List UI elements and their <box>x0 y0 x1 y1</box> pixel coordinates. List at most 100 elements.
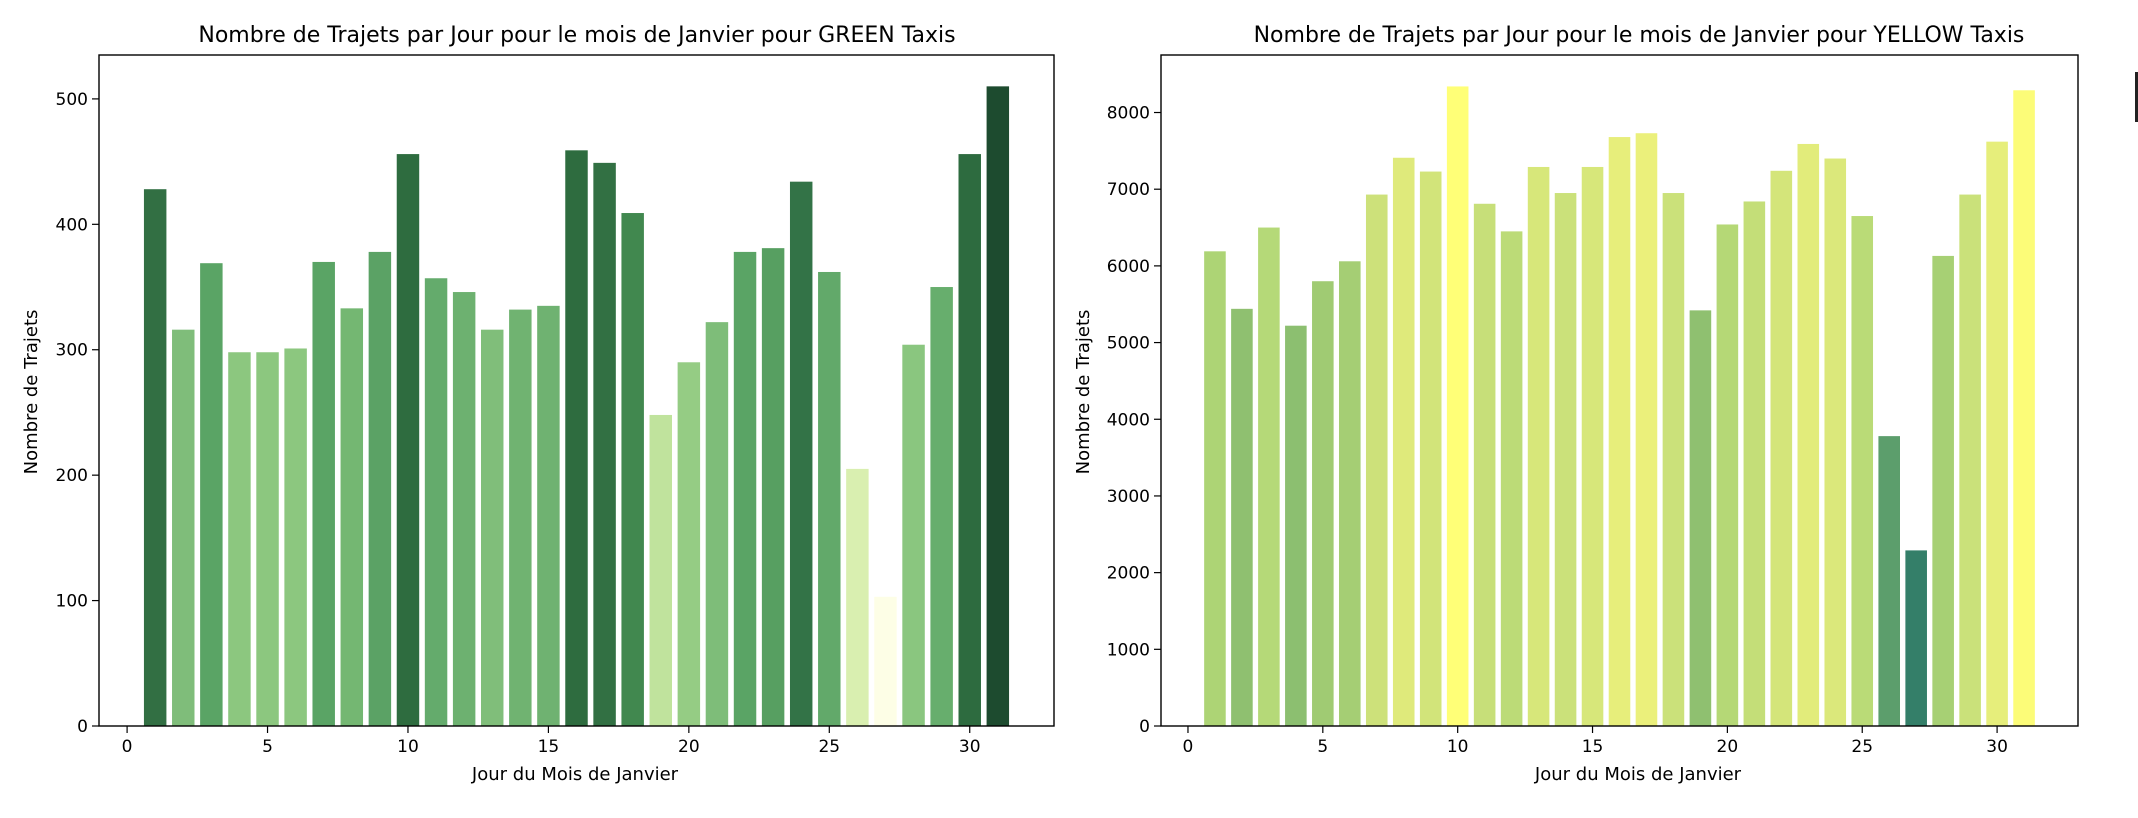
bar <box>1527 166 1550 727</box>
x-tick-label: 5 <box>262 737 273 757</box>
bar <box>1339 261 1361 726</box>
bar <box>424 278 448 726</box>
y-ticks: 0 100 200 300 400 500 <box>56 90 99 737</box>
y-tick-label: 0 <box>77 717 88 737</box>
bar <box>228 352 251 726</box>
bar <box>481 329 504 726</box>
bar <box>1581 166 1604 727</box>
bar-group <box>1204 86 2035 727</box>
bar <box>1878 436 1900 726</box>
bar <box>1231 308 1253 726</box>
y-tick-label: 1000 <box>1107 640 1150 660</box>
bar <box>1824 158 1847 727</box>
bar <box>1392 157 1415 726</box>
bar <box>1932 255 1954 726</box>
bar <box>340 308 364 726</box>
x-tick-label: 20 <box>678 737 700 757</box>
x-tick-label: 30 <box>959 737 981 757</box>
bar <box>705 322 729 726</box>
bar <box>1365 194 1388 726</box>
bar <box>256 352 279 726</box>
bar <box>789 181 813 727</box>
bar <box>537 305 560 726</box>
bar-group <box>143 86 1010 727</box>
plot-frame <box>1160 54 2079 727</box>
x-tick-label: 15 <box>538 737 560 757</box>
bar <box>1716 224 1739 726</box>
bar <box>1635 133 1658 726</box>
bar <box>1446 86 1469 726</box>
y-tick-label: 500 <box>56 90 88 110</box>
bar <box>1419 171 1442 727</box>
yellow-taxis-chart: Nombre de Trajets par Jour pour le mois … <box>1073 23 2079 785</box>
bar <box>1905 550 1927 726</box>
bar <box>2013 90 2035 726</box>
bar <box>818 271 841 726</box>
x-axis-label: Jour du Mois de Janvier <box>1534 764 1742 785</box>
bar <box>986 86 1010 726</box>
y-ticks: 0 1000 2000 3000 4000 5000 6000 7000 8000 <box>1107 104 1161 737</box>
plot-frame <box>98 54 1055 727</box>
x-tick-label: 0 <box>1183 737 1194 757</box>
y-axis-label: Nombre de Trajets <box>1073 310 1094 475</box>
chart-title: Nombre de Trajets par Jour pour le mois … <box>198 23 955 48</box>
bar <box>565 150 588 726</box>
bar <box>1554 193 1577 726</box>
bar <box>1662 193 1685 726</box>
green-taxis-chart: Nombre de Trajets par Jour pour le mois … <box>21 23 1055 785</box>
y-axis-label: Nombre de Trajets <box>21 310 42 475</box>
y-tick-label: 2000 <box>1107 564 1150 584</box>
x-ticks: 0 5 10 15 20 25 30 <box>1183 726 2008 757</box>
bar <box>593 162 616 726</box>
bar <box>368 251 392 726</box>
x-tick-label: 25 <box>1851 737 1873 757</box>
x-tick-label: 25 <box>818 737 840 757</box>
bar <box>1258 227 1280 727</box>
bar <box>312 261 335 726</box>
y-tick-label: 6000 <box>1107 257 1150 277</box>
y-tick-label: 200 <box>56 466 88 486</box>
y-tick-label: 7000 <box>1107 180 1150 200</box>
bar <box>846 468 869 726</box>
y-tick-label: 0 <box>1139 717 1150 737</box>
y-tick-label: 400 <box>56 215 88 235</box>
y-tick-label: 100 <box>56 592 88 612</box>
bar <box>1986 141 2008 727</box>
bar <box>958 154 981 726</box>
x-tick-label: 20 <box>1717 737 1739 757</box>
bar <box>1204 251 1226 726</box>
bar <box>930 287 953 726</box>
x-tick-label: 30 <box>1986 737 2008 757</box>
bar <box>1851 216 1874 727</box>
x-tick-label: 0 <box>122 737 133 757</box>
bar <box>396 154 420 726</box>
bar <box>1770 170 1793 727</box>
legend-edge <box>2135 72 2138 122</box>
y-tick-label: 300 <box>56 341 88 361</box>
bar <box>200 263 223 726</box>
bar <box>1743 201 1766 726</box>
bar <box>1797 143 1820 726</box>
bar <box>452 292 476 726</box>
bar <box>677 362 701 726</box>
bar <box>1608 137 1631 726</box>
x-tick-label: 10 <box>1447 737 1469 757</box>
bar <box>1500 231 1523 726</box>
bar <box>1689 310 1712 726</box>
bar <box>1285 325 1307 726</box>
bar <box>621 213 644 726</box>
bar <box>143 189 167 726</box>
bar <box>1473 203 1496 727</box>
x-tick-label: 10 <box>397 737 419 757</box>
y-tick-label: 4000 <box>1107 410 1150 430</box>
x-tick-label: 5 <box>1317 737 1328 757</box>
y-tick-label: 8000 <box>1107 104 1150 124</box>
bar <box>649 414 672 726</box>
y-tick-label: 5000 <box>1107 334 1150 354</box>
bar <box>509 309 532 726</box>
bar <box>733 251 757 726</box>
chart-title: Nombre de Trajets par Jour pour le mois … <box>1254 23 2025 48</box>
x-tick-label: 15 <box>1582 737 1604 757</box>
x-axis-label: Jour du Mois de Janvier <box>471 764 679 785</box>
